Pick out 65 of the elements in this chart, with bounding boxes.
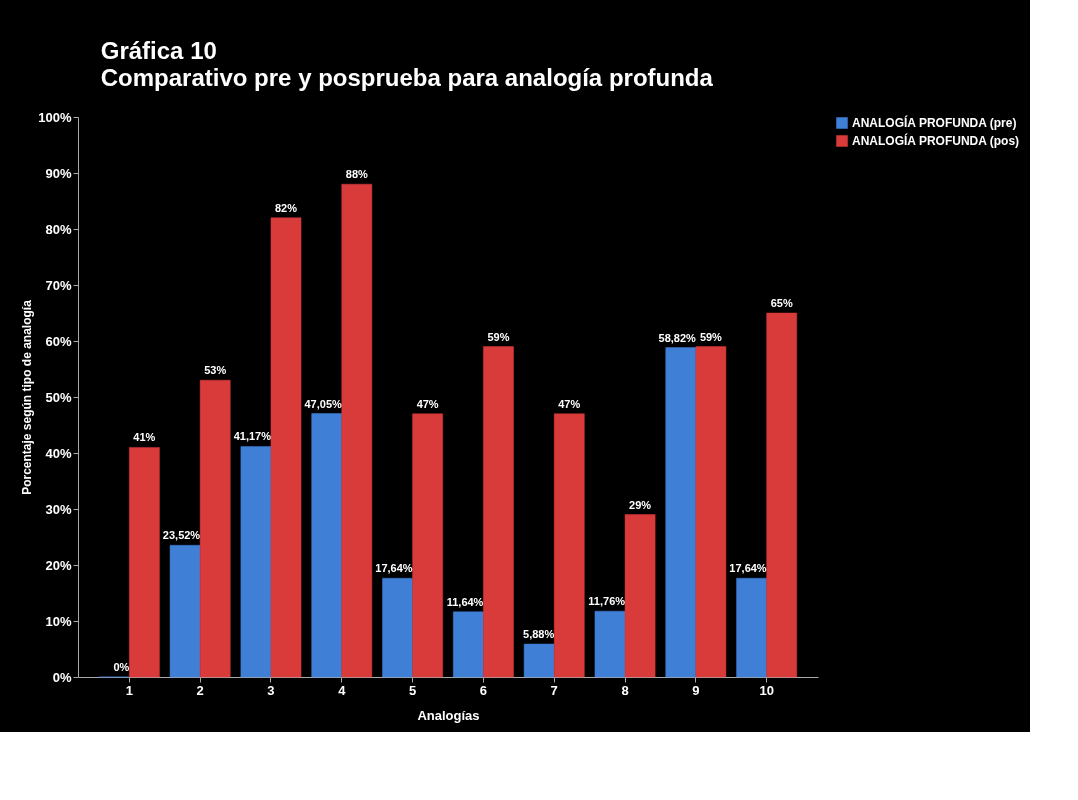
- x-tick-label: 8: [621, 682, 629, 698]
- bar: [169, 545, 201, 678]
- x-tick-label: 2: [196, 682, 204, 698]
- y-tick-label: 100%: [38, 109, 72, 125]
- bar: [270, 217, 302, 678]
- y-tick-label: 80%: [45, 221, 72, 237]
- data-label: 88%: [345, 168, 369, 181]
- data-label: 59%: [487, 330, 510, 343]
- bar: [695, 346, 727, 678]
- y-tick-label: 20%: [45, 557, 72, 573]
- chart-title: Gráfica 10: [100, 37, 217, 64]
- data-label: 17,64%: [729, 562, 767, 575]
- bar: [624, 514, 656, 678]
- y-tick-label: 60%: [45, 333, 72, 349]
- data-label: 0%: [113, 661, 130, 673]
- bar: [129, 447, 160, 678]
- data-label: 65%: [770, 297, 793, 309]
- data-label: 41%: [133, 431, 156, 444]
- data-label: 53%: [204, 364, 227, 377]
- data-label: 5,88%: [523, 628, 555, 641]
- y-tick-label: 10%: [45, 613, 72, 629]
- bar: [736, 577, 767, 678]
- bar: [766, 312, 798, 678]
- bar: [665, 347, 697, 678]
- bar: [412, 413, 443, 678]
- data-label: 58,82%: [658, 331, 697, 344]
- y-tick-label: 30%: [45, 501, 72, 517]
- x-tick-label: 3: [267, 682, 275, 698]
- bar: [240, 446, 272, 678]
- data-label: 59%: [699, 330, 723, 343]
- data-label: 29%: [629, 498, 652, 511]
- y-tick-label: 40%: [45, 445, 72, 461]
- bar: [382, 577, 413, 678]
- bar: [453, 611, 484, 678]
- legend-label: ANALOGÍA PROFUNDA (pos): [852, 133, 1020, 148]
- y-tick-label: 70%: [45, 277, 72, 293]
- data-label: 47%: [416, 397, 439, 410]
- data-label: 41,17%: [233, 430, 272, 443]
- bar: [594, 610, 626, 678]
- bar: [341, 183, 373, 678]
- x-tick-label: 1: [125, 682, 133, 698]
- bar: [199, 379, 231, 678]
- x-axis-title: Analogías: [417, 707, 480, 723]
- data-label: 82%: [275, 201, 298, 214]
- x-tick-label: 6: [479, 682, 488, 698]
- legend-label: ANALOGÍA PROFUNDA (pre): [852, 115, 1017, 130]
- chart-subtitle: Comparativo pre y posprueba para analogía profunda: [100, 64, 714, 91]
- data-label: 11,64%: [446, 595, 484, 608]
- x-tick-label: 10: [759, 682, 774, 698]
- bar: [523, 643, 555, 678]
- bar: [483, 346, 514, 678]
- data-label: 23,52%: [162, 529, 201, 542]
- x-tick-label: 4: [338, 682, 347, 698]
- x-tick-label: 9: [692, 682, 700, 698]
- data-label: 47%: [558, 397, 581, 410]
- x-tick-label: 7: [550, 682, 558, 698]
- data-label: 11,76%: [588, 595, 626, 608]
- y-axis-title: Porcentaje según tipo de analogía: [20, 299, 35, 495]
- x-tick-label: 5: [408, 682, 417, 698]
- y-tick-label: 0%: [52, 669, 72, 685]
- y-tick-label: 50%: [45, 389, 72, 405]
- y-tick-label: 90%: [45, 165, 72, 181]
- bar: [553, 413, 585, 678]
- bar: [311, 413, 343, 678]
- data-label: 47,05%: [304, 397, 342, 410]
